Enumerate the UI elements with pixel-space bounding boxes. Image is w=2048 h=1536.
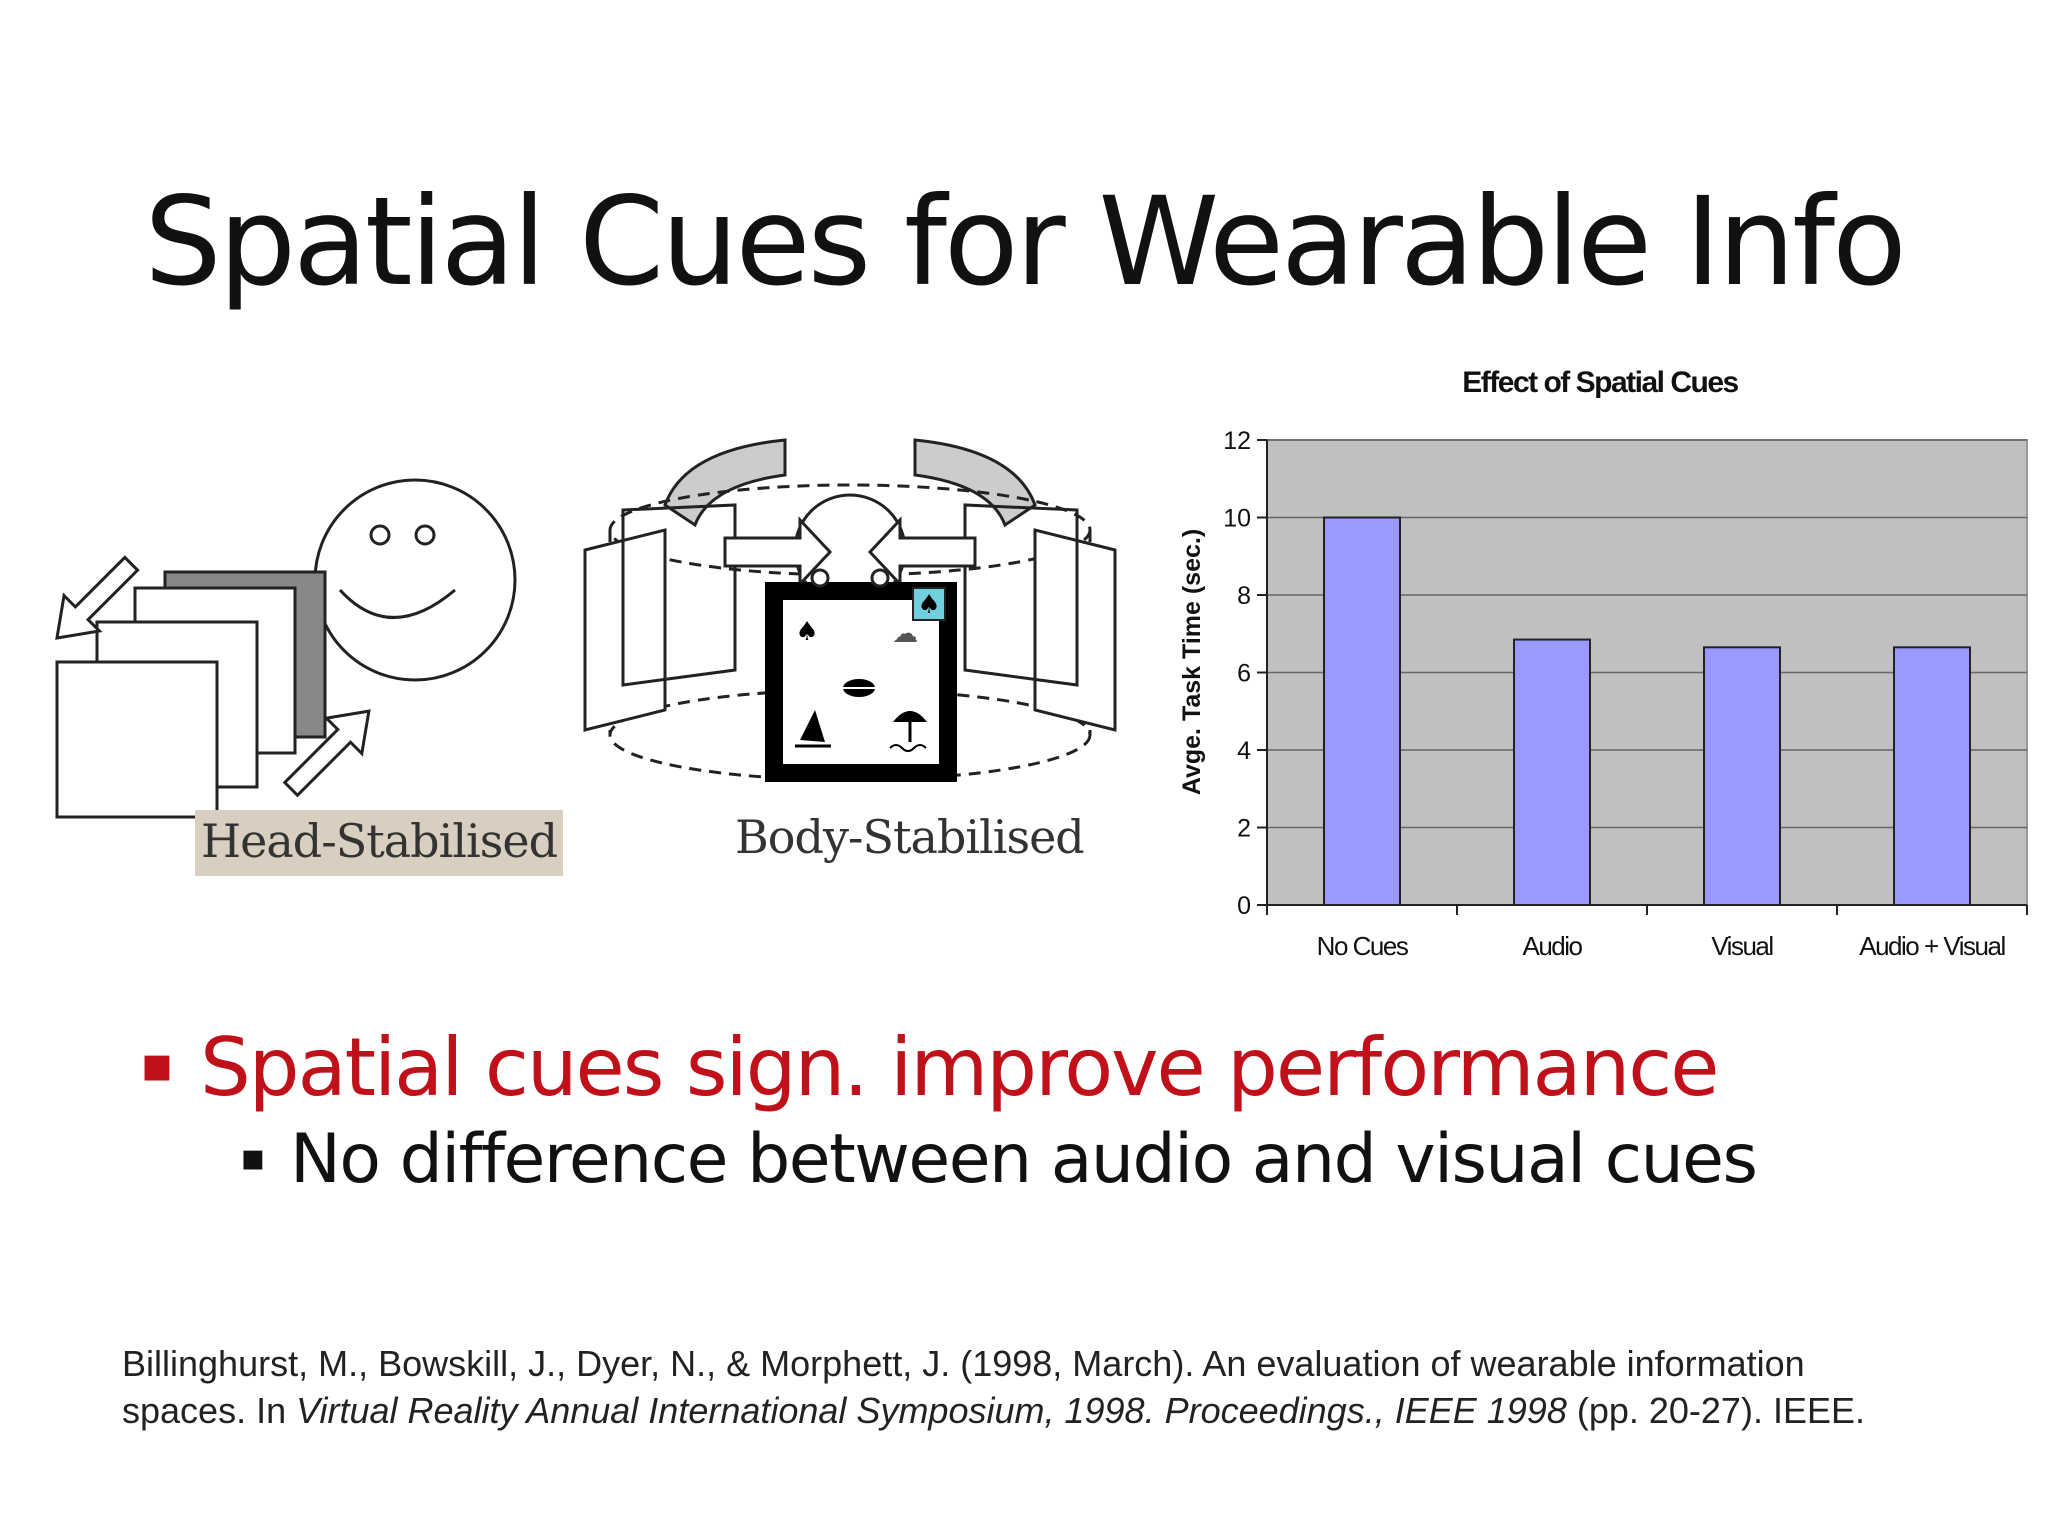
arrow-up-right <box>282 709 371 798</box>
chart-svg: Effect of Spatial Cues Avge. Task Time (… <box>1178 366 2028 961</box>
bullet-text: No difference between audio and visual c… <box>290 1120 1758 1199</box>
body-stabilised-drawing: ♠ ♠ ☁ <box>583 438 1117 782</box>
left-eye <box>369 524 391 546</box>
y-tick-label: 12 <box>1223 427 1251 455</box>
umbrella-icon <box>893 711 927 722</box>
bar <box>1513 638 1591 906</box>
side-panel-right-inner <box>963 503 1079 687</box>
x-tick-label: Visual <box>1711 931 1773 961</box>
y-tick-label: 8 <box>1237 582 1251 610</box>
inward-arrow-right <box>867 516 977 588</box>
x-tick-label: No Cues <box>1317 931 1409 961</box>
side-panel-right <box>1033 528 1117 732</box>
y-tick-label: 0 <box>1237 892 1251 920</box>
spade-icon: ♠ <box>917 590 940 620</box>
bullet-item-main: ▪ Spatial cues sign. improve performance <box>140 1020 1940 1116</box>
inward-arrow-left <box>723 516 833 588</box>
y-tick-label: 4 <box>1237 737 1251 765</box>
head-stabilised-label: Head-Stabilised <box>195 810 564 876</box>
chart-plot-area: 0 2 4 6 8 10 12 No Cues Audio Visual Audio + Visua… <box>1223 427 2028 961</box>
citation: Billinghurst, M., Bowskill, J., Dyer, N.… <box>122 1340 1882 1434</box>
body-stabilised-label: Body-Stabilised <box>735 810 1085 864</box>
citation-venue: Virtual Reality Annual International Sym… <box>296 1390 1567 1431</box>
y-tick-label: 6 <box>1237 660 1251 688</box>
citation-authors: Billinghurst, M., Bowskill, J., Dyer, N.… <box>122 1343 1805 1431</box>
bullet-marker: ▪ <box>240 1135 266 1179</box>
y-tick-label: 2 <box>1237 815 1251 843</box>
bullet-text: Spatial cues sign. improve performance <box>200 1021 1719 1114</box>
chart-title: Effect of Spatial Cues <box>1462 366 1738 399</box>
citation-pages: (pp. 20-27). IEEE. <box>1566 1390 1865 1431</box>
top-arrow-left <box>663 438 787 528</box>
spade-icon: ♠ <box>795 617 818 647</box>
top-arrow-right <box>913 438 1037 528</box>
bullet-item-sub: ▪ No difference between audio and visual … <box>240 1116 1940 1204</box>
wave-icon <box>889 744 927 752</box>
side-panel-left-inner <box>621 503 737 687</box>
chart-y-axis-label: Avge. Task Time (sec.) <box>1178 529 1206 795</box>
spatial-cues-chart: Effect of Spatial Cues Avge. Task Time (… <box>1170 360 2030 970</box>
bar <box>1323 516 1401 906</box>
head-stabilised-drawing <box>55 478 517 819</box>
bullet-list: ▪ Spatial cues sign. improve performance … <box>140 1020 1940 1204</box>
body-stabilised-figure: ♠ ♠ ☁ Body-Stabilised <box>575 420 1125 890</box>
cloud-icon: ☁ <box>892 619 918 649</box>
slide-title: Spatial Cues for Wearable Info <box>144 171 1907 313</box>
bullet-marker: ▪ <box>140 1035 174 1093</box>
y-tick-label: 10 <box>1223 505 1251 533</box>
arrow-up-left <box>55 555 140 640</box>
bar <box>1893 646 1971 906</box>
panel-front <box>55 660 219 819</box>
bar <box>1703 646 1781 906</box>
x-tick-label: Audio <box>1523 931 1583 961</box>
sailboat-icon <box>800 710 825 742</box>
body-eye-right <box>870 568 890 588</box>
card-highlight <box>912 587 946 621</box>
x-tick-label: Audio + Visual <box>1859 931 2005 961</box>
side-panel-left <box>583 528 667 732</box>
face-outline <box>313 478 517 682</box>
body-eye-left <box>810 568 830 588</box>
face-smile <box>338 588 456 619</box>
right-eye <box>414 524 436 546</box>
head-stabilised-figure: Head-Stabilised <box>25 470 564 890</box>
